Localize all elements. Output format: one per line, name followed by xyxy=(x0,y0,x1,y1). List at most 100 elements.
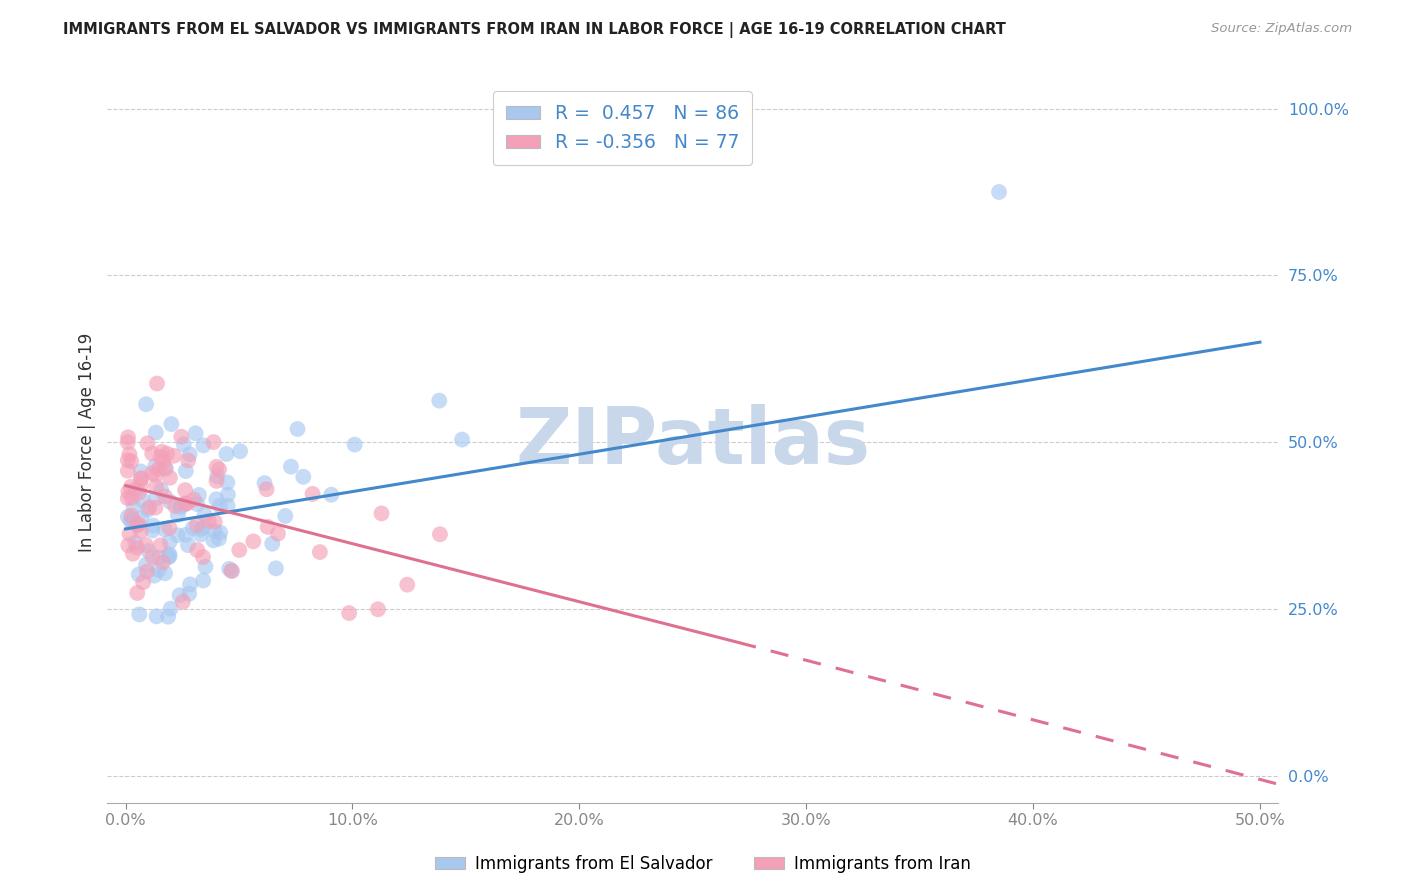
Point xyxy=(174,497,197,511)
Point xyxy=(170,500,193,514)
Point xyxy=(292,470,315,484)
Point xyxy=(208,462,231,476)
Point xyxy=(122,512,145,526)
Point xyxy=(135,565,157,579)
Point xyxy=(146,376,169,391)
Point xyxy=(256,520,278,534)
Point xyxy=(179,587,201,601)
Point xyxy=(184,426,207,441)
Point xyxy=(169,588,191,602)
Point xyxy=(136,503,159,517)
Point xyxy=(127,518,149,533)
Point xyxy=(152,555,174,569)
Point xyxy=(145,609,167,624)
Point xyxy=(132,575,155,590)
Point xyxy=(256,482,278,496)
Point xyxy=(145,479,167,493)
Point xyxy=(190,522,212,536)
Point xyxy=(174,464,197,478)
Point xyxy=(153,566,176,581)
Point xyxy=(193,520,215,534)
Point xyxy=(179,577,201,591)
Point xyxy=(121,491,143,505)
Point xyxy=(221,564,243,578)
Point xyxy=(127,586,149,600)
Point xyxy=(202,533,225,548)
Text: IMMIGRANTS FROM EL SALVADOR VS IMMIGRANTS FROM IRAN IN LABOR FORCE | AGE 16-19 C: IMMIGRANTS FROM EL SALVADOR VS IMMIGRANT… xyxy=(63,22,1007,38)
Y-axis label: In Labor Force | Age 16-19: In Labor Force | Age 16-19 xyxy=(79,333,96,552)
Point xyxy=(204,524,226,538)
Point xyxy=(173,437,195,451)
Point xyxy=(396,577,419,591)
Point xyxy=(197,514,219,528)
Point xyxy=(367,602,389,616)
Point xyxy=(287,422,309,436)
Point xyxy=(118,526,141,541)
Point xyxy=(205,459,228,474)
Point xyxy=(177,453,200,467)
Point xyxy=(121,515,143,529)
Point xyxy=(205,469,228,483)
Legend: R =  0.457   N = 86, R = -0.356   N = 77: R = 0.457 N = 86, R = -0.356 N = 77 xyxy=(492,91,752,165)
Point xyxy=(159,471,181,485)
Point xyxy=(159,534,181,549)
Point xyxy=(138,500,160,515)
Point xyxy=(183,492,205,507)
Point xyxy=(174,483,197,497)
Point xyxy=(129,478,152,492)
Point xyxy=(217,488,239,502)
Point xyxy=(172,595,194,609)
Point xyxy=(215,447,238,461)
Point xyxy=(138,544,160,558)
Point xyxy=(208,532,231,546)
Point xyxy=(187,488,209,502)
Point xyxy=(149,538,172,552)
Point xyxy=(166,528,188,542)
Point xyxy=(194,508,217,522)
Point xyxy=(156,447,179,461)
Point xyxy=(135,558,157,572)
Point xyxy=(181,521,204,535)
Point xyxy=(120,508,142,523)
Point xyxy=(157,547,180,561)
Text: ZIPatlas: ZIPatlas xyxy=(515,404,870,480)
Point xyxy=(209,525,232,540)
Point xyxy=(429,527,451,541)
Point xyxy=(153,522,176,536)
Point xyxy=(253,476,276,491)
Point xyxy=(120,480,142,494)
Point xyxy=(343,437,366,451)
Point xyxy=(172,498,194,512)
Point xyxy=(149,450,172,464)
Point xyxy=(124,536,146,550)
Point xyxy=(141,466,163,480)
Point xyxy=(170,430,193,444)
Point xyxy=(242,534,264,549)
Point xyxy=(128,517,150,532)
Point xyxy=(186,543,208,558)
Point xyxy=(186,497,208,511)
Point xyxy=(145,467,167,482)
Point xyxy=(186,517,208,532)
Point xyxy=(163,499,186,513)
Point xyxy=(160,417,183,431)
Point xyxy=(988,185,1011,199)
Point xyxy=(129,465,152,479)
Point xyxy=(370,507,392,521)
Point xyxy=(117,464,139,478)
Point xyxy=(120,454,142,468)
Point xyxy=(143,459,166,474)
Point xyxy=(218,562,240,576)
Point xyxy=(141,446,163,460)
Point xyxy=(118,447,141,461)
Point xyxy=(301,487,323,501)
Point xyxy=(157,550,180,565)
Point xyxy=(145,425,167,440)
Point xyxy=(262,537,284,551)
Point xyxy=(228,543,250,558)
Point xyxy=(159,549,181,563)
Point xyxy=(122,547,145,561)
Point xyxy=(117,484,139,499)
Point xyxy=(150,444,173,458)
Point xyxy=(176,496,198,510)
